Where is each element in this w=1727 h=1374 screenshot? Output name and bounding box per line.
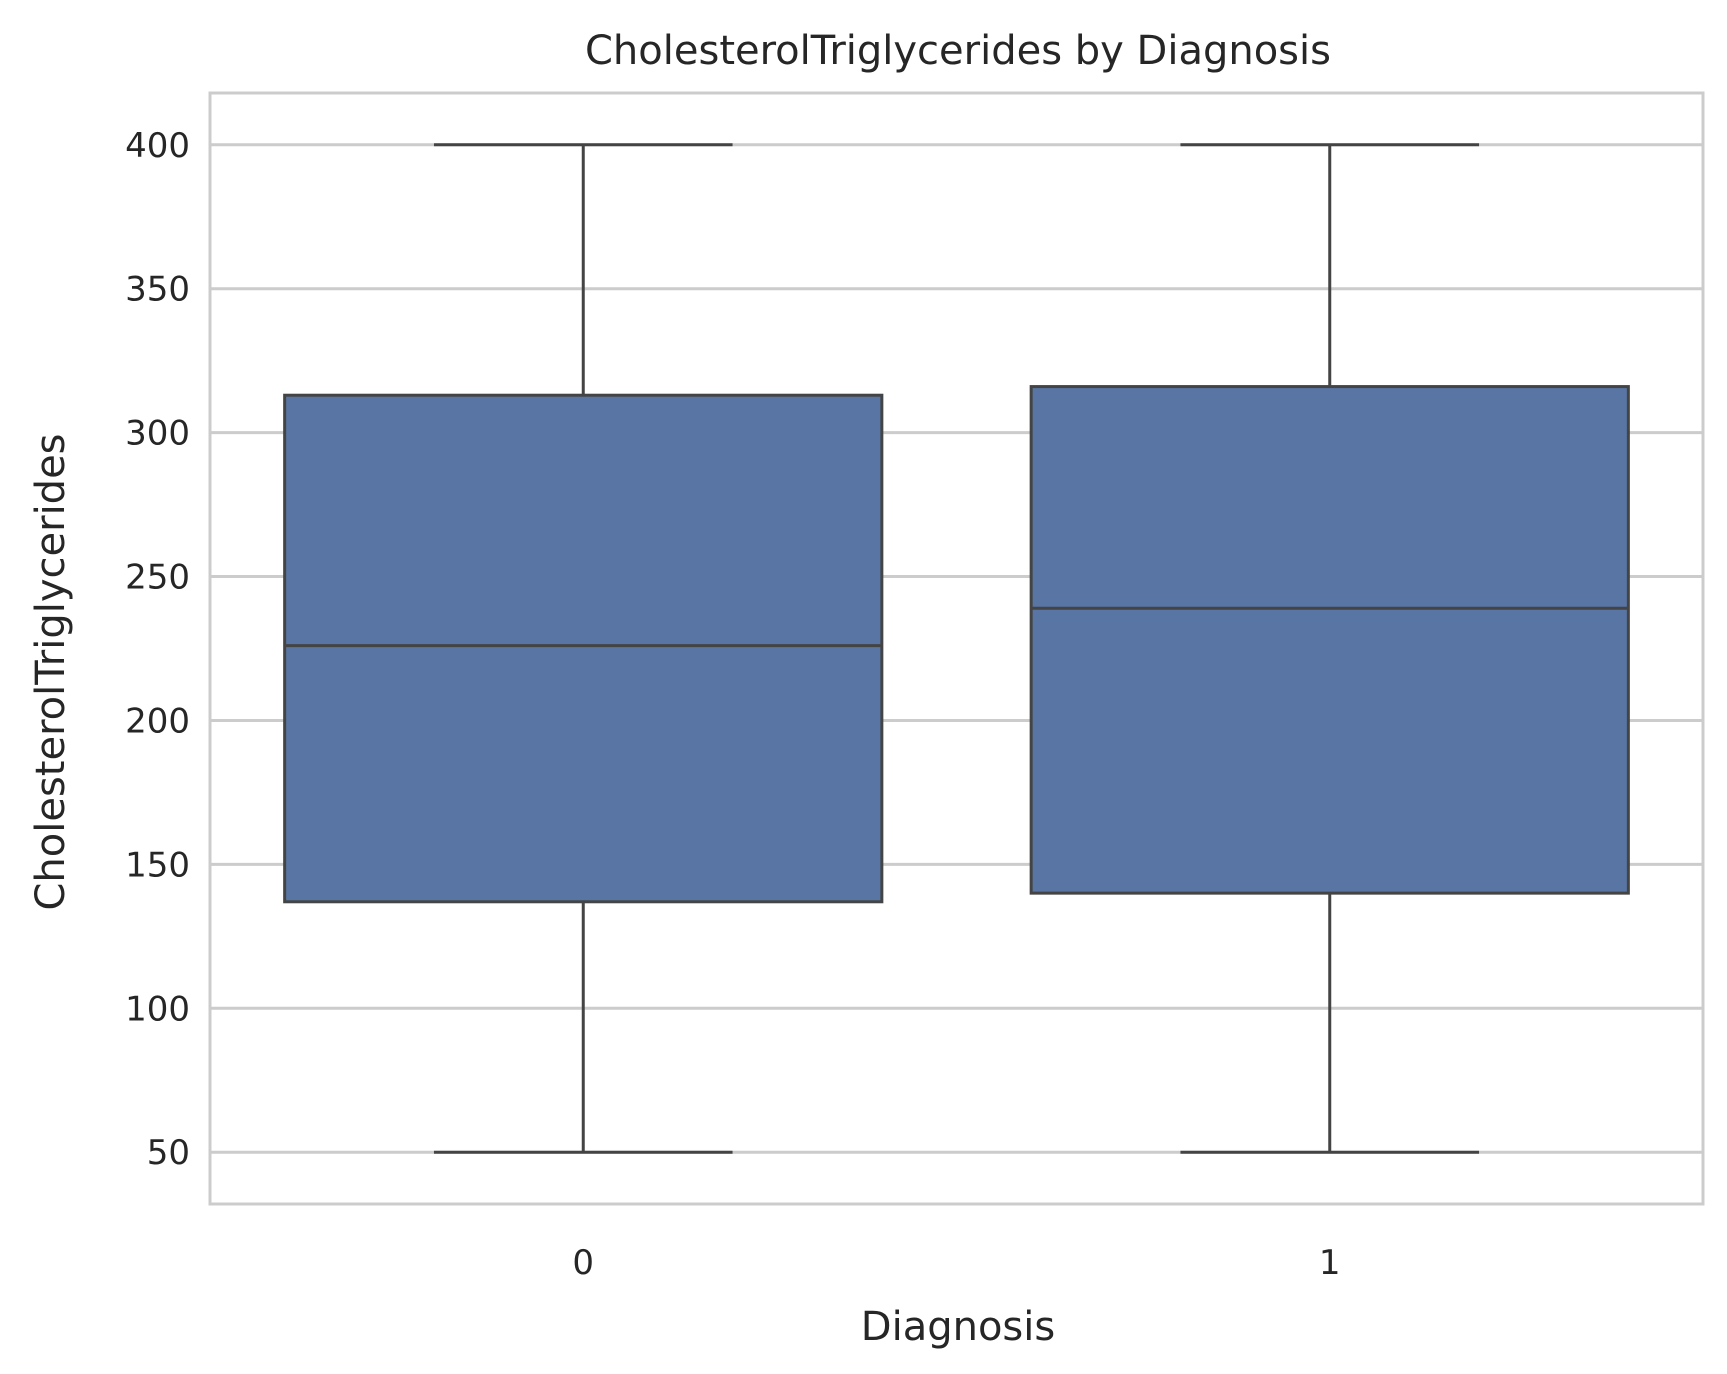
iqr-box xyxy=(1029,385,1630,895)
y-tick-label: 200 xyxy=(125,701,190,741)
y-tick-label: 300 xyxy=(125,414,190,454)
y-tick-label: 250 xyxy=(125,558,190,598)
plot-frame xyxy=(208,91,1705,1206)
y-axis-label: CholesterolTriglycerides xyxy=(28,433,74,910)
iqr-box xyxy=(283,393,884,904)
x-tick-label: 1 xyxy=(1319,1243,1341,1283)
y-tick-label: 350 xyxy=(125,270,190,310)
y-tick-label: 100 xyxy=(125,989,190,1029)
y-tick-label: 150 xyxy=(125,845,190,885)
box-layer xyxy=(283,143,1630,1154)
box-group-0 xyxy=(283,143,884,1154)
y-tick-labels: 50 100 150 200 250 300 350 400 xyxy=(125,126,190,1173)
y-tick-label: 400 xyxy=(125,126,190,166)
x-tick-label: 0 xyxy=(572,1243,594,1283)
box-group-1 xyxy=(1029,143,1630,1154)
y-tick-label: 50 xyxy=(147,1133,190,1173)
x-axis-label: Diagnosis xyxy=(861,1304,1055,1350)
chart-title: CholesterolTriglycerides by Diagnosis xyxy=(585,28,1331,74)
